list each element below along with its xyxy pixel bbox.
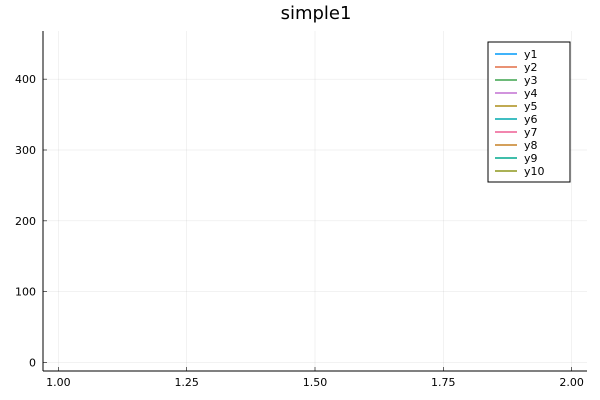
- x-tick-label: 1.25: [174, 376, 199, 389]
- legend-label-y7: y7: [524, 126, 538, 139]
- legend-label-y10: y10: [524, 165, 545, 178]
- legend-label-y5: y5: [524, 100, 538, 113]
- legend-label-y6: y6: [524, 113, 538, 126]
- legend-label-y2: y2: [524, 61, 538, 74]
- tick-labels: 1.00 1.25 1.50 1.75 2.00 0 100 200 300 400: [15, 73, 584, 389]
- legend-label-y9: y9: [524, 152, 538, 165]
- y-tick-label: 400: [15, 73, 36, 86]
- y-tick-label: 300: [15, 144, 36, 157]
- legend-label-y3: y3: [524, 74, 538, 87]
- axes: [42, 31, 587, 372]
- y-tick-label: 0: [29, 357, 36, 370]
- legend-label-y1: y1: [524, 48, 538, 61]
- x-tick-label: 1.75: [431, 376, 456, 389]
- x-tick-label: 1.00: [46, 376, 71, 389]
- x-tick-label: 1.50: [303, 376, 328, 389]
- y-tick-label: 100: [15, 286, 36, 299]
- legend-label-y8: y8: [524, 139, 538, 152]
- legend-label-y4: y4: [524, 87, 538, 100]
- x-tick-label: 2.00: [559, 376, 584, 389]
- y-tick-label: 200: [15, 215, 36, 228]
- chart-title: simple1: [281, 3, 352, 24]
